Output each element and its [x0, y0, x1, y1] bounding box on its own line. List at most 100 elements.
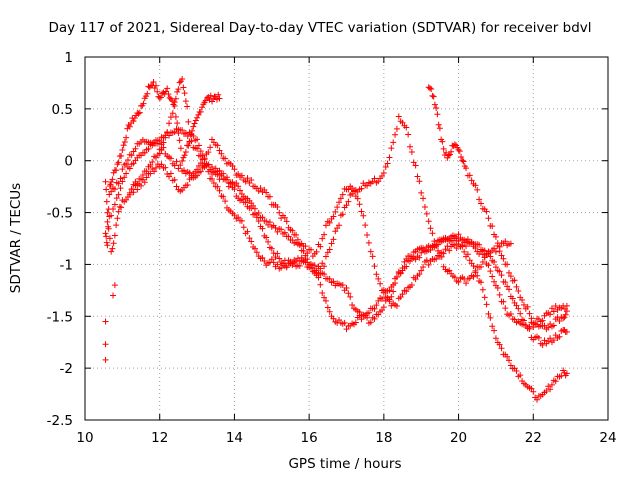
- data-point: [485, 310, 492, 317]
- data-point: [504, 261, 511, 268]
- data-point: [238, 217, 245, 224]
- data-point: [131, 115, 138, 122]
- data-point: [476, 196, 483, 203]
- data-point: [111, 186, 118, 193]
- data-point: [345, 290, 352, 297]
- data-point: [513, 367, 520, 374]
- data-point: [140, 100, 147, 107]
- data-point: [430, 93, 437, 100]
- data-point: [491, 278, 498, 285]
- data-point: [103, 198, 110, 205]
- data-point: [520, 301, 527, 308]
- data-point: [439, 138, 446, 145]
- data-point: [167, 155, 174, 162]
- data-point: [517, 310, 524, 317]
- data-point: [347, 293, 354, 300]
- data-point: [485, 215, 492, 222]
- data-point: [296, 241, 303, 248]
- data-point: [429, 92, 436, 99]
- data-point: [356, 201, 363, 208]
- data-point: [515, 288, 522, 295]
- data-point: [470, 263, 477, 270]
- data-point: [175, 165, 182, 172]
- data-point: [283, 263, 290, 270]
- data-point: [279, 260, 286, 267]
- data-point: [414, 173, 421, 180]
- data-point: [543, 388, 550, 395]
- data-point: [472, 182, 479, 189]
- data-point: [492, 264, 499, 271]
- data-point: [172, 95, 179, 102]
- data-point: [470, 240, 477, 247]
- data-point: [433, 105, 440, 112]
- data-point: [171, 162, 178, 169]
- data-point: [265, 238, 272, 245]
- data-point: [328, 240, 335, 247]
- data-point: [509, 295, 516, 302]
- data-point: [166, 173, 173, 180]
- data-point: [428, 85, 435, 92]
- data-point: [403, 124, 410, 131]
- data-point: [541, 337, 548, 344]
- data-point: [528, 315, 535, 322]
- data-point: [420, 245, 427, 252]
- data-point: [102, 341, 109, 348]
- data-point: [108, 248, 115, 255]
- chart-title: Day 117 of 2021, Sidereal Day-to-day VTE…: [48, 20, 592, 36]
- data-point: [180, 167, 187, 174]
- data-point: [296, 262, 303, 269]
- data-point: [506, 286, 513, 293]
- data-point: [477, 279, 484, 286]
- data-point: [102, 178, 109, 185]
- data-point: [121, 138, 128, 145]
- data-point: [132, 182, 139, 189]
- data-point: [115, 191, 122, 198]
- data-point: [446, 247, 453, 254]
- data-point: [276, 209, 283, 216]
- data-point: [399, 291, 406, 298]
- y-tick-label: 0.5: [52, 102, 73, 118]
- data-point: [485, 262, 492, 269]
- data-point: [114, 215, 121, 222]
- data-point: [174, 120, 181, 127]
- data-point: [194, 136, 201, 143]
- data-point: [332, 228, 339, 235]
- data-point: [106, 235, 113, 242]
- data-point: [453, 245, 460, 252]
- data-point: [386, 287, 393, 294]
- data-point: [513, 283, 520, 290]
- data-point: [418, 189, 425, 196]
- data-point: [378, 173, 385, 180]
- data-point: [492, 233, 499, 240]
- data-point: [108, 188, 115, 195]
- data-point: [393, 273, 400, 280]
- data-point: [435, 247, 442, 254]
- data-point: [231, 212, 238, 219]
- data-point: [124, 156, 131, 163]
- data-point: [434, 111, 441, 118]
- data-point: [326, 219, 333, 226]
- data-point: [364, 231, 371, 238]
- data-point: [272, 224, 279, 231]
- data-point: [498, 252, 505, 259]
- data-point: [173, 125, 180, 132]
- data-point: [358, 185, 365, 192]
- data-point: [425, 218, 432, 225]
- data-point: [423, 210, 430, 217]
- data-point: [182, 148, 189, 155]
- data-point: [162, 134, 169, 141]
- data-point: [356, 309, 363, 316]
- data-point: [164, 85, 171, 92]
- data-point: [152, 164, 159, 171]
- data-point: [281, 214, 288, 221]
- data-point: [154, 140, 161, 147]
- data-point: [197, 108, 204, 115]
- data-point: [169, 110, 176, 117]
- data-point: [552, 378, 559, 385]
- data-point: [308, 246, 315, 253]
- data-point: [251, 205, 258, 212]
- data-point: [121, 174, 128, 181]
- data-point: [176, 79, 183, 86]
- data-point: [317, 281, 324, 288]
- data-point: [251, 245, 258, 252]
